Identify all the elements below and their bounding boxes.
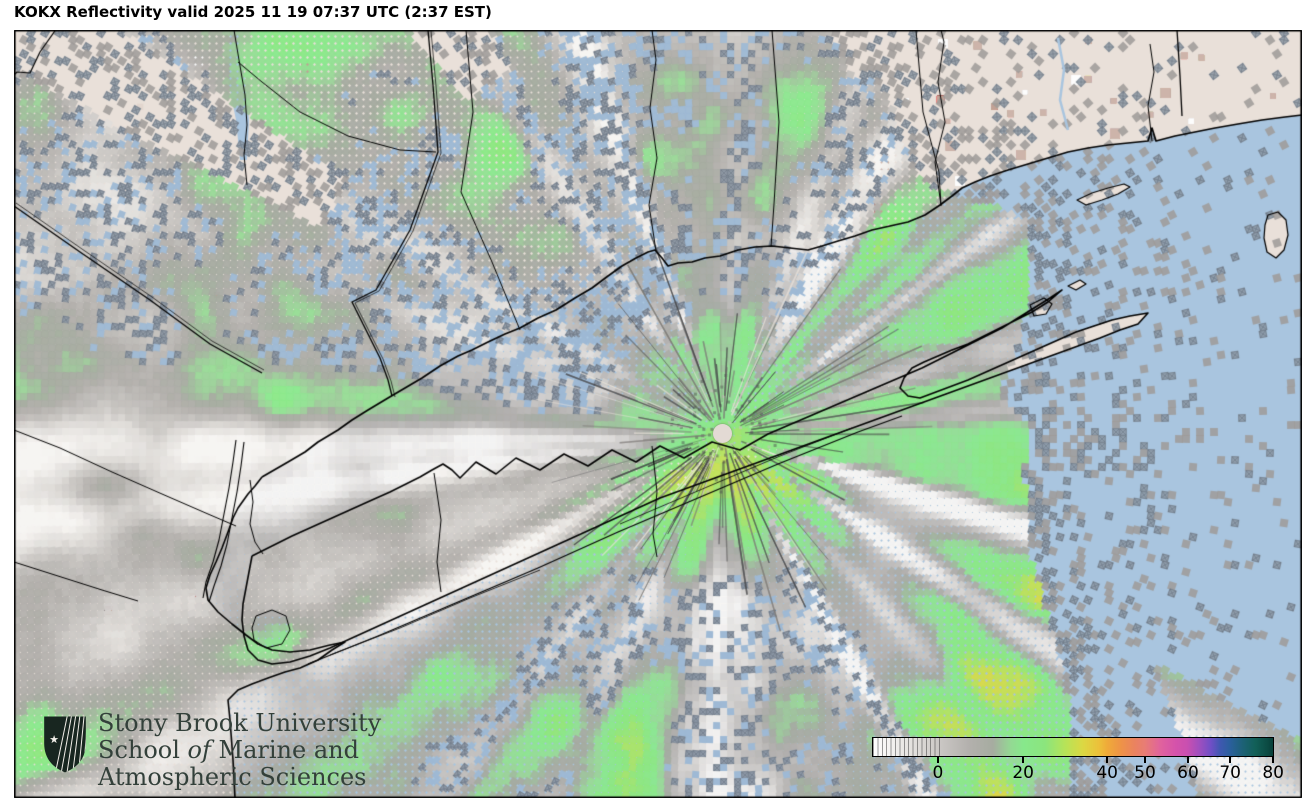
colorbar-tick-mark [1187,757,1189,763]
shield-shape [44,716,86,773]
colorbar-ticks: 0 20 40 50 60 70 80 [872,737,1284,789]
colorbar-tick-mark [1272,757,1274,763]
colorbar-tick-label: 0 [932,763,944,783]
sbu-shield-icon: ★ [44,716,86,773]
colorbar-tick-label: 50 [1134,763,1156,783]
logo-line-2-italic: of [187,736,211,764]
colorbar-tick-label: 60 [1177,763,1199,783]
colorbar-tick-label: 80 [1262,763,1285,783]
logo-line-1: Stony Brook University [98,709,382,737]
colorbar-tick-label: 20 [1012,763,1034,783]
radar-map-canvas [14,30,1302,798]
logo-line-3: Atmospheric Sciences [98,763,367,791]
logo-text: Stony Brook University School of Marine … [98,710,381,791]
logo-line-2: School of Marine and [98,737,381,764]
colorbar-hatch-pattern [873,738,943,756]
shield-star: ★ [49,733,59,746]
colorbar-tick-mark [937,757,939,763]
logo-line-2-pre: School [98,736,188,764]
colorbar-gradient [872,737,1274,757]
reflectivity-colorbar: 0 20 40 50 60 70 80 [872,737,1284,789]
radar-site-marker [713,424,732,443]
page-title: KOKX Reflectivity valid 2025 11 19 07:37… [14,3,492,21]
colorbar-tick-mark [1022,757,1024,763]
colorbar-tick-mark [1144,757,1146,763]
logo-line-2-post: Marine and [210,736,359,764]
colorbar-tick-mark [1229,757,1231,763]
sbu-logo: ★ Stony Brook University School of Marin… [40,710,381,791]
colorbar-tick-mark [1106,757,1108,763]
map-frame [14,30,1302,798]
colorbar-tick-label: 70 [1219,763,1241,783]
colorbar-tick-label: 40 [1096,763,1118,783]
